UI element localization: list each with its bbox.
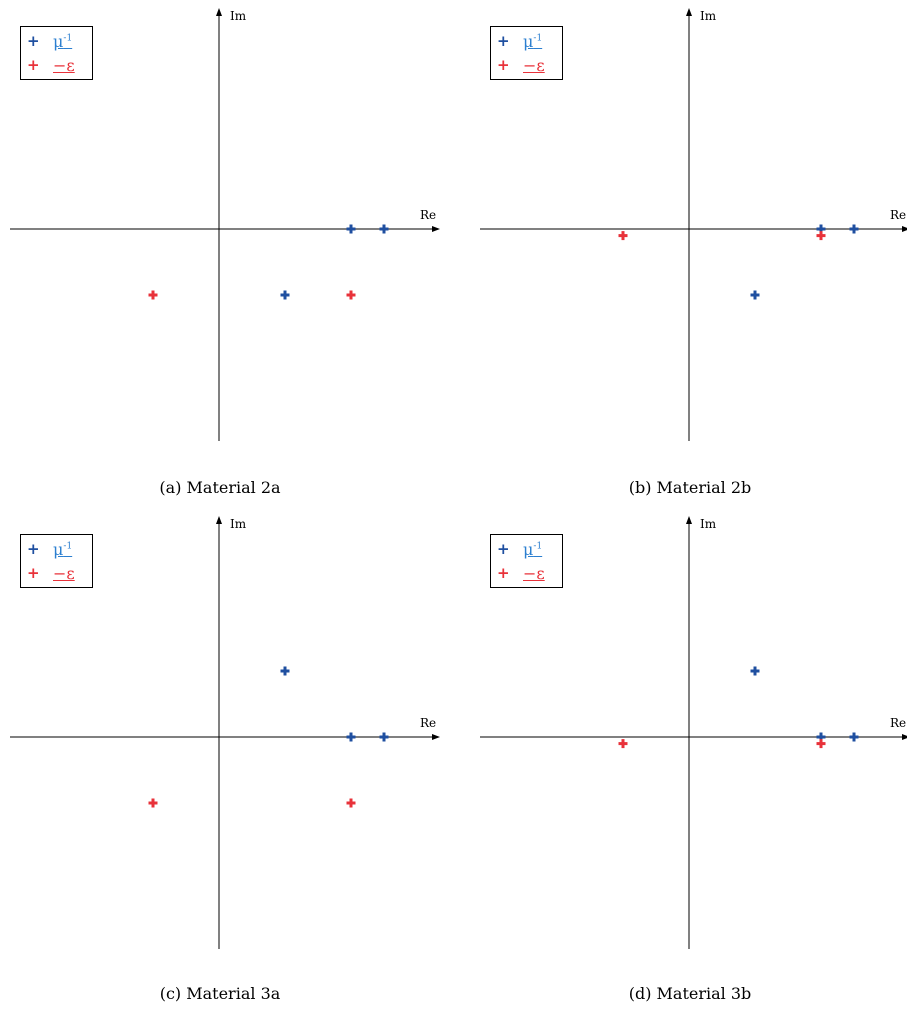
data-point-neg-eps <box>618 739 628 749</box>
chart-panel-c: Re Im + μ-1 + −ε (c) Material 3a <box>0 508 440 1003</box>
plot-d: Re Im <box>480 516 907 949</box>
caption: (a) Material 2a <box>159 478 281 497</box>
chart-panel-b: Re Im + μ-1 + −ε (b) Material 2b <box>470 0 907 497</box>
data-point-mu-inv <box>750 666 760 676</box>
plot-c: Re Im <box>10 516 440 949</box>
legend-label-mu-inv: μ-1 <box>523 31 543 51</box>
legend-item-mu-inv: + μ-1 <box>27 31 72 51</box>
legend-label-mu-inv: μ-1 <box>53 539 73 559</box>
legend-item-neg-eps: + −ε <box>497 563 545 583</box>
legend: + μ-1 + −ε <box>490 26 563 80</box>
legend: + μ-1 + −ε <box>490 534 563 588</box>
x-axis-arrow-icon <box>902 734 907 740</box>
legend-item-mu-inv: + μ-1 <box>497 31 542 51</box>
x-axis-arrow-icon <box>432 226 440 232</box>
caption: (d) Material 3b <box>628 984 752 1003</box>
caption: (c) Material 3a <box>159 984 281 1003</box>
y-axis-arrow-icon <box>216 516 222 524</box>
plus-marker-icon: + <box>497 32 510 50</box>
plus-marker-icon: + <box>27 564 40 582</box>
plot-a: Re Im <box>10 8 440 441</box>
legend-item-neg-eps: + −ε <box>497 55 545 75</box>
x-axis-arrow-icon <box>902 226 907 232</box>
legend-label-mu-inv: μ-1 <box>523 539 543 559</box>
data-point-neg-eps <box>816 739 826 749</box>
plot-b: Re Im <box>480 8 907 441</box>
x-axis-label: Re <box>420 716 436 730</box>
legend-item-neg-eps: + −ε <box>27 55 75 75</box>
data-point-mu-inv <box>280 290 290 300</box>
plus-marker-icon: + <box>497 564 510 582</box>
data-point-mu-inv <box>379 732 389 742</box>
data-point-mu-inv <box>816 224 826 234</box>
y-axis-label: Im <box>700 517 717 531</box>
plus-marker-icon: + <box>27 32 40 50</box>
data-point-mu-inv <box>849 224 859 234</box>
data-point-neg-eps <box>148 290 158 300</box>
plus-marker-icon: + <box>497 56 510 74</box>
legend-label-neg-eps: −ε <box>53 55 75 75</box>
data-point-mu-inv <box>816 732 826 742</box>
x-axis-label: Re <box>890 208 906 222</box>
data-point-neg-eps <box>346 798 356 808</box>
x-axis-label: Re <box>890 716 906 730</box>
x-axis-label: Re <box>420 208 436 222</box>
y-axis-label: Im <box>230 9 247 23</box>
chart-panel-a: Re Im + μ-1 + −ε (a) Material 2a <box>0 0 440 497</box>
data-point-mu-inv <box>280 666 290 676</box>
legend-label-neg-eps: −ε <box>523 55 545 75</box>
y-axis-label: Im <box>700 9 717 23</box>
data-point-neg-eps <box>618 231 628 241</box>
data-point-neg-eps <box>816 231 826 241</box>
y-axis-arrow-icon <box>686 516 692 524</box>
data-point-mu-inv <box>346 224 356 234</box>
legend-label-neg-eps: −ε <box>53 563 75 583</box>
data-point-mu-inv <box>849 732 859 742</box>
caption: (b) Material 2b <box>628 478 752 497</box>
data-point-neg-eps <box>148 798 158 808</box>
plus-marker-icon: + <box>27 540 40 558</box>
legend: + μ-1 + −ε <box>20 26 93 80</box>
legend-label-mu-inv: μ-1 <box>53 31 73 51</box>
x-axis-arrow-icon <box>432 734 440 740</box>
chart-panel-d: Re Im + μ-1 + −ε (d) Material 3b <box>470 508 907 1003</box>
y-axis-arrow-icon <box>216 8 222 16</box>
data-point-neg-eps <box>346 290 356 300</box>
data-point-mu-inv <box>379 224 389 234</box>
legend-item-mu-inv: + μ-1 <box>27 539 72 559</box>
y-axis-label: Im <box>230 517 247 531</box>
plus-marker-icon: + <box>497 540 510 558</box>
data-point-mu-inv <box>750 290 760 300</box>
plus-marker-icon: + <box>27 56 40 74</box>
data-point-mu-inv <box>346 732 356 742</box>
legend-label-neg-eps: −ε <box>523 563 545 583</box>
legend-item-neg-eps: + −ε <box>27 563 75 583</box>
legend-item-mu-inv: + μ-1 <box>497 539 542 559</box>
y-axis-arrow-icon <box>686 8 692 16</box>
legend: + μ-1 + −ε <box>20 534 93 588</box>
